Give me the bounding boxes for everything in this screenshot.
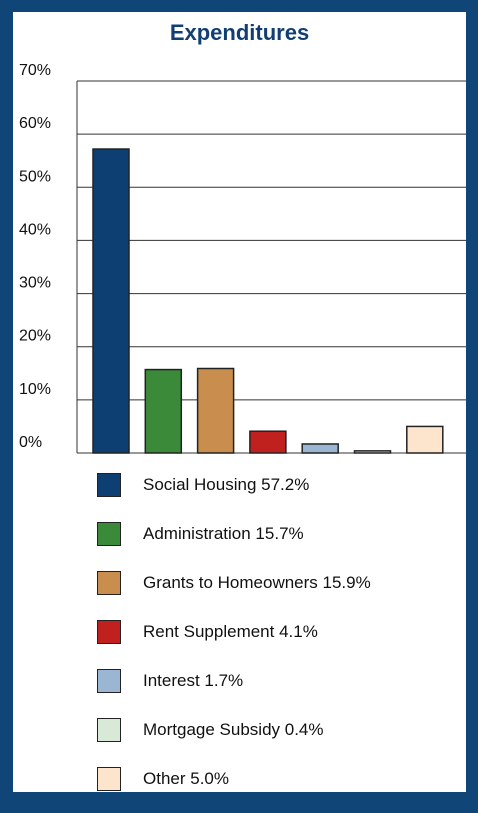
bar-social-housing [92, 148, 130, 454]
legend-label: Social Housing 57.2% [143, 475, 310, 494]
y-tick-label: 40% [19, 221, 51, 238]
legend-label: Administration 15.7% [143, 524, 304, 543]
legend-swatch [97, 718, 121, 742]
bar-rent-supplement [249, 430, 287, 454]
y-tick-label: 60% [19, 115, 51, 132]
y-tick-label: 50% [19, 168, 51, 185]
chart-panel: Expenditures 70% 60% 50% 40% 30% 20% 10% 0% Soc… [13, 12, 466, 792]
bar-administration [144, 368, 183, 454]
legend-swatch [97, 767, 121, 791]
y-tick-label: 70% [19, 62, 51, 79]
legend-swatch [97, 571, 121, 595]
bar-chart: 70% 60% 50% 40% 30% 20% 10% 0% [19, 62, 466, 454]
y-tick-label: 30% [19, 275, 51, 292]
legend-label: Mortgage Subsidy 0.4% [143, 720, 324, 739]
y-tick-label: 20% [19, 328, 51, 345]
legend-label: Interest 1.7% [143, 671, 244, 690]
bar-grants-to-homeowners [196, 367, 235, 454]
legend-label: Grants to Homeowners 15.9% [143, 573, 371, 592]
legend-swatch [97, 669, 121, 693]
y-tick-label: 0% [19, 434, 42, 451]
bar-mortgage-subsidy [353, 450, 392, 454]
legend-swatch [97, 522, 121, 546]
legend-label: Rent Supplement 4.1% [143, 622, 318, 641]
bar-other [406, 425, 444, 454]
y-tick-label: 10% [19, 381, 51, 398]
legend-swatch [97, 620, 121, 644]
chart-title: Expenditures [169, 20, 310, 45]
bar-interest [301, 443, 339, 454]
legend-label: Other 5.0% [143, 769, 229, 788]
legend-swatch [97, 473, 121, 497]
